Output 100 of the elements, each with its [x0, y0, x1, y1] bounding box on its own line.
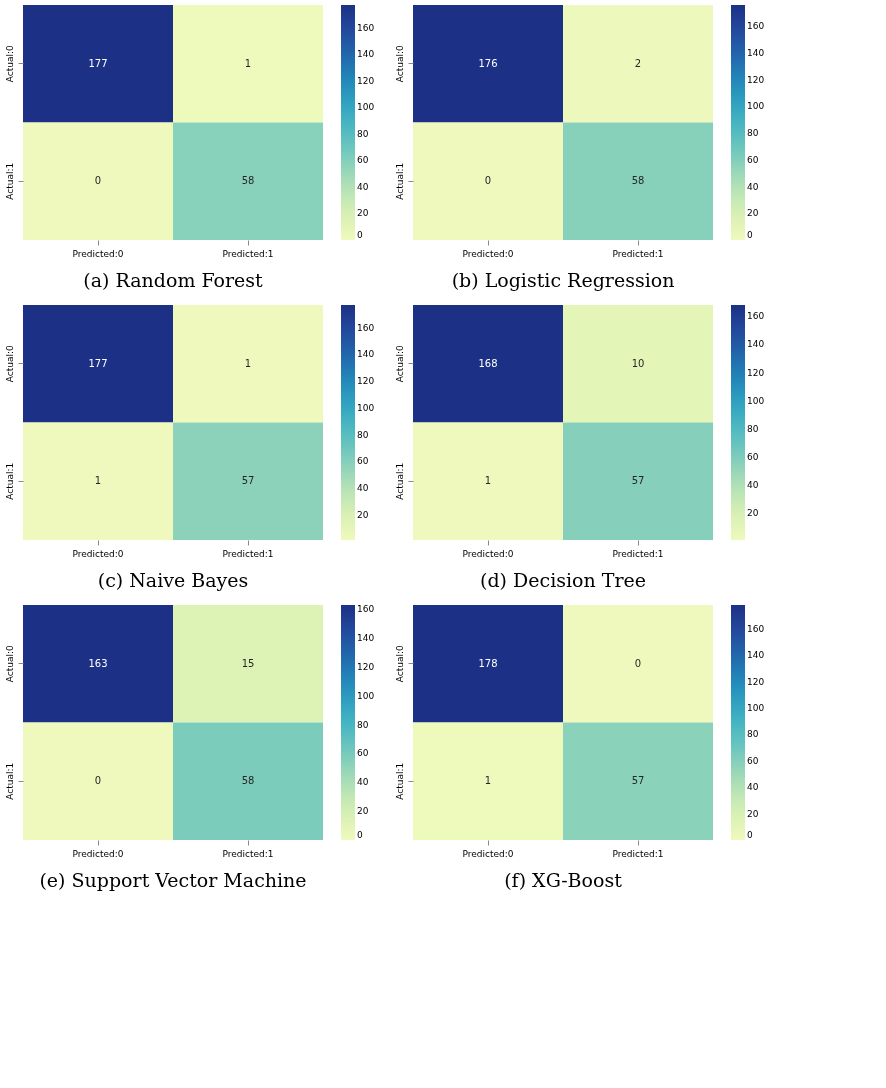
- data-label: 0: [94, 775, 102, 787]
- color-bar-label: 80: [747, 729, 759, 740]
- x-tick-label: Predicted:1: [612, 248, 664, 259]
- y-tick-label: Actual:1: [394, 462, 405, 500]
- color-bar-label: 120: [357, 376, 375, 387]
- y-tick-label: Actual:1: [394, 762, 405, 800]
- color-bar-label: 20: [357, 208, 369, 219]
- color-bar-label: 100: [747, 395, 765, 406]
- color-bar-label: 60: [747, 451, 759, 462]
- color-bar-label: 60: [357, 748, 369, 759]
- color-bar-label: 0: [747, 830, 753, 840]
- x-tick-label: Predicted:1: [222, 248, 274, 259]
- y-tick-label: Actual:0: [394, 645, 405, 683]
- y-tick-label: Actual:1: [4, 162, 15, 200]
- x-tick-label: Predicted:0: [462, 548, 514, 559]
- y-tick-label: Actual:1: [394, 162, 405, 200]
- data-label: 2: [634, 57, 642, 69]
- color-bar-label: 0: [357, 230, 363, 240]
- x-tick-label: Predicted:1: [222, 548, 274, 559]
- color-bar-label: 100: [357, 402, 375, 413]
- data-label: 0: [484, 175, 492, 187]
- text: (b) Logistic Regression: [451, 269, 675, 291]
- data-label: 1: [484, 475, 492, 487]
- x-tick-label: Predicted:1: [612, 548, 664, 559]
- y-tick-label: Actual:1: [4, 462, 15, 500]
- color-bar-label: 160: [357, 22, 375, 33]
- data-label: 57: [241, 475, 255, 487]
- color-bar-label: 140: [747, 48, 765, 59]
- color-bar-label: 40: [747, 782, 759, 793]
- color-bar-label: 120: [357, 661, 375, 672]
- y-tick-label: Actual:0: [4, 645, 15, 683]
- color-bar-label: 120: [747, 367, 765, 378]
- color-bar-label: 40: [357, 777, 369, 788]
- y-tick-label: Actual:0: [394, 345, 405, 383]
- color-bar-label: 80: [357, 719, 369, 730]
- color-bar-label: 60: [747, 154, 759, 165]
- data-label: 1: [94, 475, 102, 487]
- data-label: 15: [241, 657, 255, 669]
- data-label: 177: [88, 357, 108, 369]
- data-label: 10: [631, 357, 645, 369]
- color-bar-label: 20: [747, 508, 759, 519]
- color-bar-label: 20: [357, 509, 369, 520]
- color-bar-label: 40: [357, 482, 369, 493]
- data-label: 177: [88, 57, 108, 69]
- x-tick-label: Predicted:0: [462, 848, 514, 859]
- data-label: 0: [634, 657, 642, 669]
- data-label: 1: [484, 775, 492, 787]
- color-bar-label: 160: [357, 322, 375, 333]
- y-tick-label: Actual:0: [394, 45, 405, 83]
- x-tick-label: Predicted:0: [462, 248, 514, 259]
- color-bar-label: 120: [357, 75, 375, 86]
- data-label: 1: [244, 57, 252, 69]
- color-bar-label: 120: [747, 74, 765, 85]
- color-bar-label: 60: [747, 755, 759, 766]
- color-bar-label: 140: [747, 339, 765, 350]
- color-bar-label: 80: [747, 128, 759, 139]
- data-label: 163: [88, 657, 108, 669]
- data-label: 178: [478, 657, 498, 669]
- y-tick-label: Actual:0: [4, 45, 15, 83]
- data-label: 176: [478, 57, 498, 69]
- color-bar-label: 0: [747, 230, 753, 240]
- x-tick-label: Predicted:1: [612, 848, 664, 859]
- color-bar-label: 160: [747, 311, 765, 322]
- data-label: 168: [478, 357, 498, 369]
- color-bar-label: 20: [357, 806, 369, 817]
- text: (d) Decision Tree: [479, 569, 647, 591]
- color-bar-label: 40: [747, 181, 759, 192]
- color-bar-label: 140: [357, 349, 375, 360]
- y-tick-label: Actual:0: [4, 345, 15, 383]
- data-label: 1: [244, 357, 252, 369]
- x-tick-label: Predicted:0: [72, 848, 124, 859]
- data-label: 58: [631, 175, 645, 187]
- y-tick-label: Actual:1: [4, 762, 15, 800]
- color-bar-label: 100: [747, 702, 765, 713]
- x-tick-label: Predicted:0: [72, 548, 124, 559]
- color-bar-label: 160: [747, 21, 765, 32]
- color-bar-label: 20: [747, 208, 759, 219]
- color-bar-label: 140: [357, 633, 375, 644]
- data-label: 57: [631, 475, 645, 487]
- color-bar-label: 120: [747, 676, 765, 687]
- color-bar-label: 100: [357, 690, 375, 701]
- text: (c) Naive Bayes: [97, 569, 249, 591]
- text: (f) XG-Boost: [504, 869, 623, 891]
- color-bar-label: 40: [747, 480, 759, 491]
- color-bar-label: 140: [747, 650, 765, 661]
- color-bar-label: 100: [747, 101, 765, 112]
- x-tick-label: Predicted:0: [72, 248, 124, 259]
- color-bar-label: 80: [357, 128, 369, 139]
- data-label: 58: [241, 775, 255, 787]
- data-label: 57: [631, 775, 645, 787]
- x-tick-label: Predicted:1: [222, 848, 274, 859]
- color-bar-label: 60: [357, 456, 369, 467]
- color-bar-label: 60: [357, 155, 369, 166]
- color-bar-label: 80: [357, 429, 369, 440]
- data-label: 58: [241, 175, 255, 187]
- color-bar-label: 140: [357, 49, 375, 60]
- color-bar-label: 100: [357, 102, 375, 113]
- color-bar-label: 160: [747, 623, 765, 634]
- color-bar-label: 80: [747, 423, 759, 434]
- color-bar-label: 0: [357, 830, 363, 840]
